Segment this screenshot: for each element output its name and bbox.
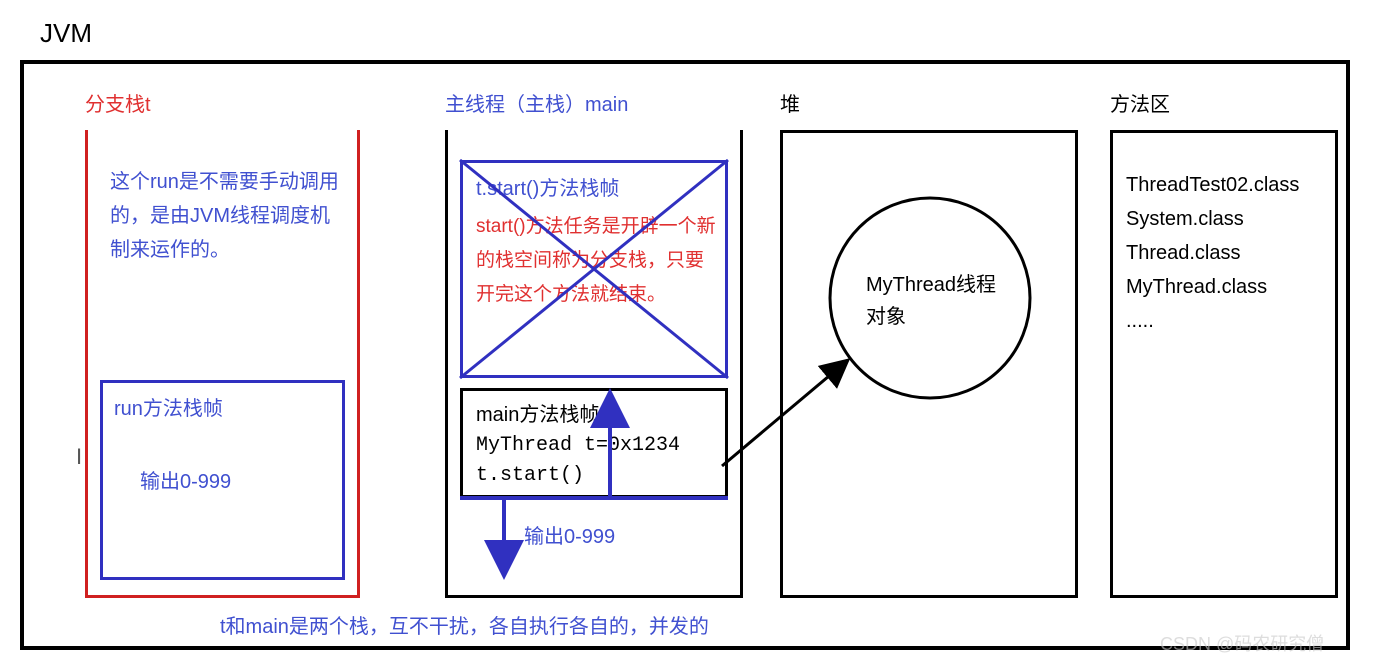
arrow-to-heap — [722, 360, 848, 466]
heap-object-circle — [830, 198, 1030, 398]
diagram-svg-overlay — [0, 0, 1376, 655]
